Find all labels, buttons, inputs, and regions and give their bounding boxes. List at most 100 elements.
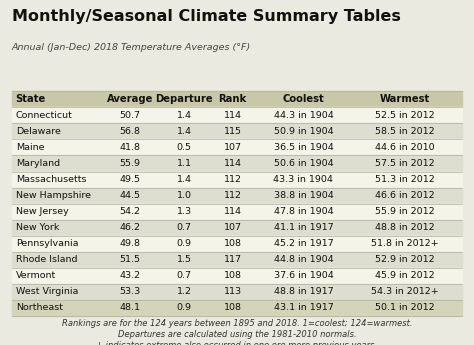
- Text: Connecticut: Connecticut: [16, 111, 73, 120]
- Bar: [12, 124, 462, 139]
- Text: 0.9: 0.9: [177, 239, 191, 248]
- Text: 55.9 in 2012: 55.9 in 2012: [375, 207, 435, 216]
- Text: 1.2: 1.2: [177, 287, 191, 296]
- Text: 50.1 in 2012: 50.1 in 2012: [375, 303, 435, 312]
- Text: 56.8: 56.8: [119, 127, 141, 136]
- Text: West Virginia: West Virginia: [16, 287, 78, 296]
- Text: 113: 113: [223, 287, 242, 296]
- Text: 41.1 in 1917: 41.1 in 1917: [273, 223, 333, 232]
- Text: 45.2 in 1917: 45.2 in 1917: [273, 239, 333, 248]
- Text: Northeast: Northeast: [16, 303, 63, 312]
- Text: + indicates extreme also occurred in one ore more previous years.: + indicates extreme also occurred in one…: [96, 341, 378, 345]
- Text: 44.6 in 2010: 44.6 in 2010: [375, 143, 435, 152]
- Text: 54.3 in 2012+: 54.3 in 2012+: [371, 287, 438, 296]
- Text: 1.4: 1.4: [177, 111, 191, 120]
- Text: Rankings are for the 124 years between 1895 and 2018. 1=coolest; 124=warmest.: Rankings are for the 124 years between 1…: [62, 319, 412, 328]
- Bar: [12, 268, 462, 284]
- Text: Maryland: Maryland: [16, 159, 60, 168]
- Text: 0.5: 0.5: [177, 143, 191, 152]
- Text: 50.9 in 1904: 50.9 in 1904: [273, 127, 333, 136]
- Text: Annual (Jan-Dec) 2018 Temperature Averages (°F): Annual (Jan-Dec) 2018 Temperature Averag…: [12, 43, 251, 52]
- Text: Warmest: Warmest: [380, 95, 430, 105]
- Text: 44.5: 44.5: [119, 191, 141, 200]
- Text: 52.5 in 2012: 52.5 in 2012: [375, 111, 435, 120]
- Text: 57.5 in 2012: 57.5 in 2012: [375, 159, 435, 168]
- Text: 54.2: 54.2: [119, 207, 141, 216]
- Text: 46.6 in 2012: 46.6 in 2012: [375, 191, 435, 200]
- Text: 41.8: 41.8: [119, 143, 141, 152]
- Text: 1.0: 1.0: [177, 191, 191, 200]
- Text: New Jersey: New Jersey: [16, 207, 68, 216]
- Text: 114: 114: [224, 111, 241, 120]
- Text: 46.2: 46.2: [119, 223, 141, 232]
- Text: 58.5 in 2012: 58.5 in 2012: [375, 127, 435, 136]
- Text: 0.7: 0.7: [177, 271, 191, 280]
- Text: Maine: Maine: [16, 143, 44, 152]
- Text: 108: 108: [224, 239, 241, 248]
- Text: Rank: Rank: [219, 95, 246, 105]
- Text: 51.8 in 2012+: 51.8 in 2012+: [371, 239, 438, 248]
- Text: 45.9 in 2012: 45.9 in 2012: [375, 271, 435, 280]
- Text: 51.3 in 2012: 51.3 in 2012: [375, 175, 435, 184]
- Bar: [12, 188, 462, 204]
- Text: Pennsylvania: Pennsylvania: [16, 239, 78, 248]
- Text: Massachusetts: Massachusetts: [16, 175, 86, 184]
- Text: New York: New York: [16, 223, 59, 232]
- Text: 107: 107: [224, 223, 241, 232]
- Text: Rhode Island: Rhode Island: [16, 255, 77, 264]
- Text: 49.8: 49.8: [119, 239, 141, 248]
- Bar: [12, 219, 462, 236]
- Text: 48.1: 48.1: [119, 303, 141, 312]
- Text: 36.5 in 1904: 36.5 in 1904: [273, 143, 333, 152]
- Bar: [12, 107, 462, 124]
- Text: Departures are calculated using the 1981-2010 normals.: Departures are calculated using the 1981…: [118, 330, 356, 339]
- Text: 50.7: 50.7: [119, 111, 141, 120]
- Text: State: State: [16, 95, 46, 105]
- Bar: [12, 252, 462, 268]
- Text: 115: 115: [224, 127, 241, 136]
- Text: Average: Average: [107, 95, 153, 105]
- Text: 1.3: 1.3: [176, 207, 191, 216]
- Text: 43.3 in 1904: 43.3 in 1904: [273, 175, 333, 184]
- Text: 0.9: 0.9: [177, 303, 191, 312]
- Text: 47.8 in 1904: 47.8 in 1904: [273, 207, 333, 216]
- Text: 52.9 in 2012: 52.9 in 2012: [375, 255, 435, 264]
- Text: 48.8 in 2012: 48.8 in 2012: [375, 223, 435, 232]
- Text: 38.8 in 1904: 38.8 in 1904: [273, 191, 333, 200]
- Text: 55.9: 55.9: [119, 159, 141, 168]
- Text: 108: 108: [224, 271, 241, 280]
- Text: 1.5: 1.5: [177, 255, 191, 264]
- Text: New Hampshire: New Hampshire: [16, 191, 91, 200]
- Text: 51.5: 51.5: [119, 255, 141, 264]
- Text: 114: 114: [224, 207, 241, 216]
- Text: 107: 107: [224, 143, 241, 152]
- Text: 112: 112: [224, 191, 241, 200]
- Text: 0.7: 0.7: [177, 223, 191, 232]
- Text: 44.8 in 1904: 44.8 in 1904: [273, 255, 333, 264]
- Text: 114: 114: [224, 159, 241, 168]
- Bar: [12, 284, 462, 300]
- Text: 53.3: 53.3: [119, 287, 141, 296]
- Text: Departure: Departure: [155, 95, 213, 105]
- Text: 112: 112: [224, 175, 241, 184]
- Bar: [12, 236, 462, 252]
- Bar: [12, 156, 462, 171]
- Text: 1.4: 1.4: [177, 175, 191, 184]
- Text: Coolest: Coolest: [283, 95, 324, 105]
- Text: 43.2: 43.2: [119, 271, 141, 280]
- Text: Vermont: Vermont: [16, 271, 56, 280]
- Text: 108: 108: [224, 303, 241, 312]
- Bar: [12, 139, 462, 156]
- Text: 50.6 in 1904: 50.6 in 1904: [273, 159, 333, 168]
- Text: 43.1 in 1917: 43.1 in 1917: [273, 303, 333, 312]
- Bar: [12, 91, 462, 107]
- Bar: [12, 204, 462, 219]
- Text: Monthly/Seasonal Climate Summary Tables: Monthly/Seasonal Climate Summary Tables: [12, 9, 401, 23]
- Text: 1.4: 1.4: [177, 127, 191, 136]
- Text: 37.6 in 1904: 37.6 in 1904: [273, 271, 333, 280]
- Bar: [12, 171, 462, 188]
- Text: Delaware: Delaware: [16, 127, 61, 136]
- Text: 117: 117: [224, 255, 241, 264]
- Text: 48.8 in 1917: 48.8 in 1917: [273, 287, 333, 296]
- Text: 49.5: 49.5: [119, 175, 141, 184]
